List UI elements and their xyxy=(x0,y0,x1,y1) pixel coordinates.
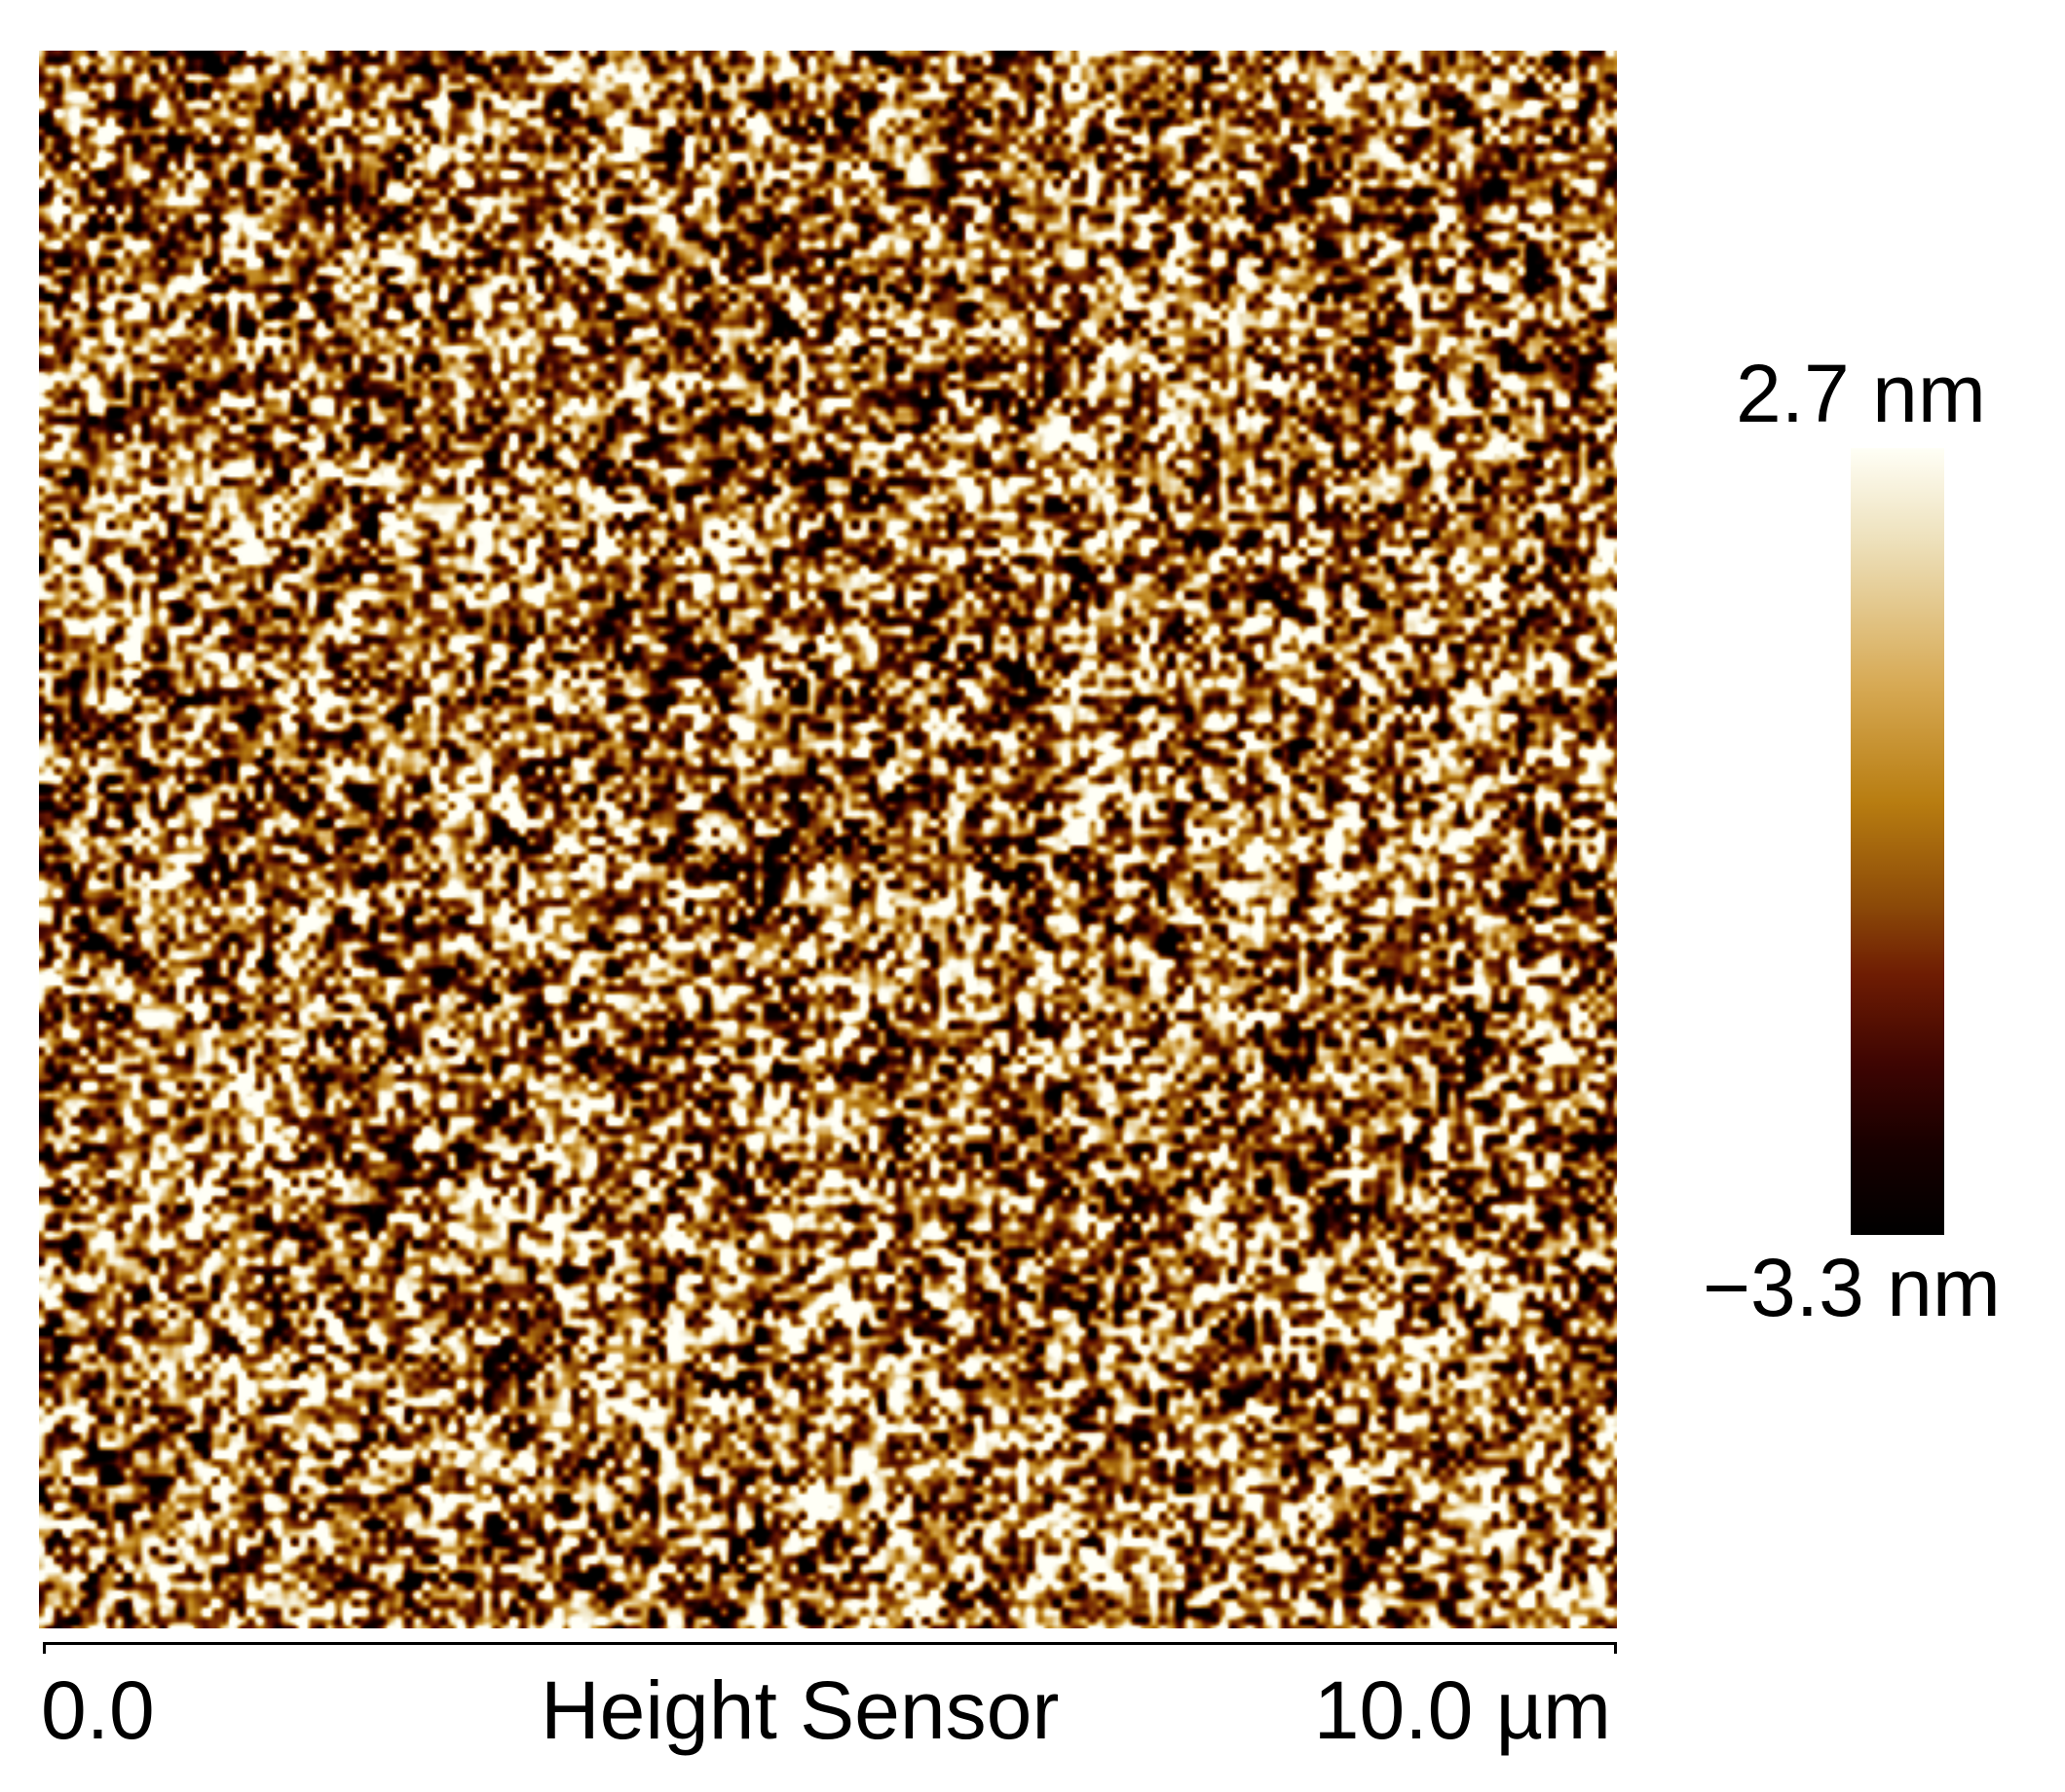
height-colorbar xyxy=(1851,448,1944,1235)
afm-height-image xyxy=(39,51,1617,1628)
colorbar-max-label: 2.7 nm xyxy=(1736,348,1986,439)
scale-end-label: 10.0 µm xyxy=(1313,1664,1611,1756)
scale-bar xyxy=(43,1642,1617,1654)
scale-start-label: 0.0 xyxy=(41,1664,155,1756)
colorbar-min-label: −3.3 nm xyxy=(1703,1242,2001,1333)
channel-title: Height Sensor xyxy=(541,1664,1060,1756)
